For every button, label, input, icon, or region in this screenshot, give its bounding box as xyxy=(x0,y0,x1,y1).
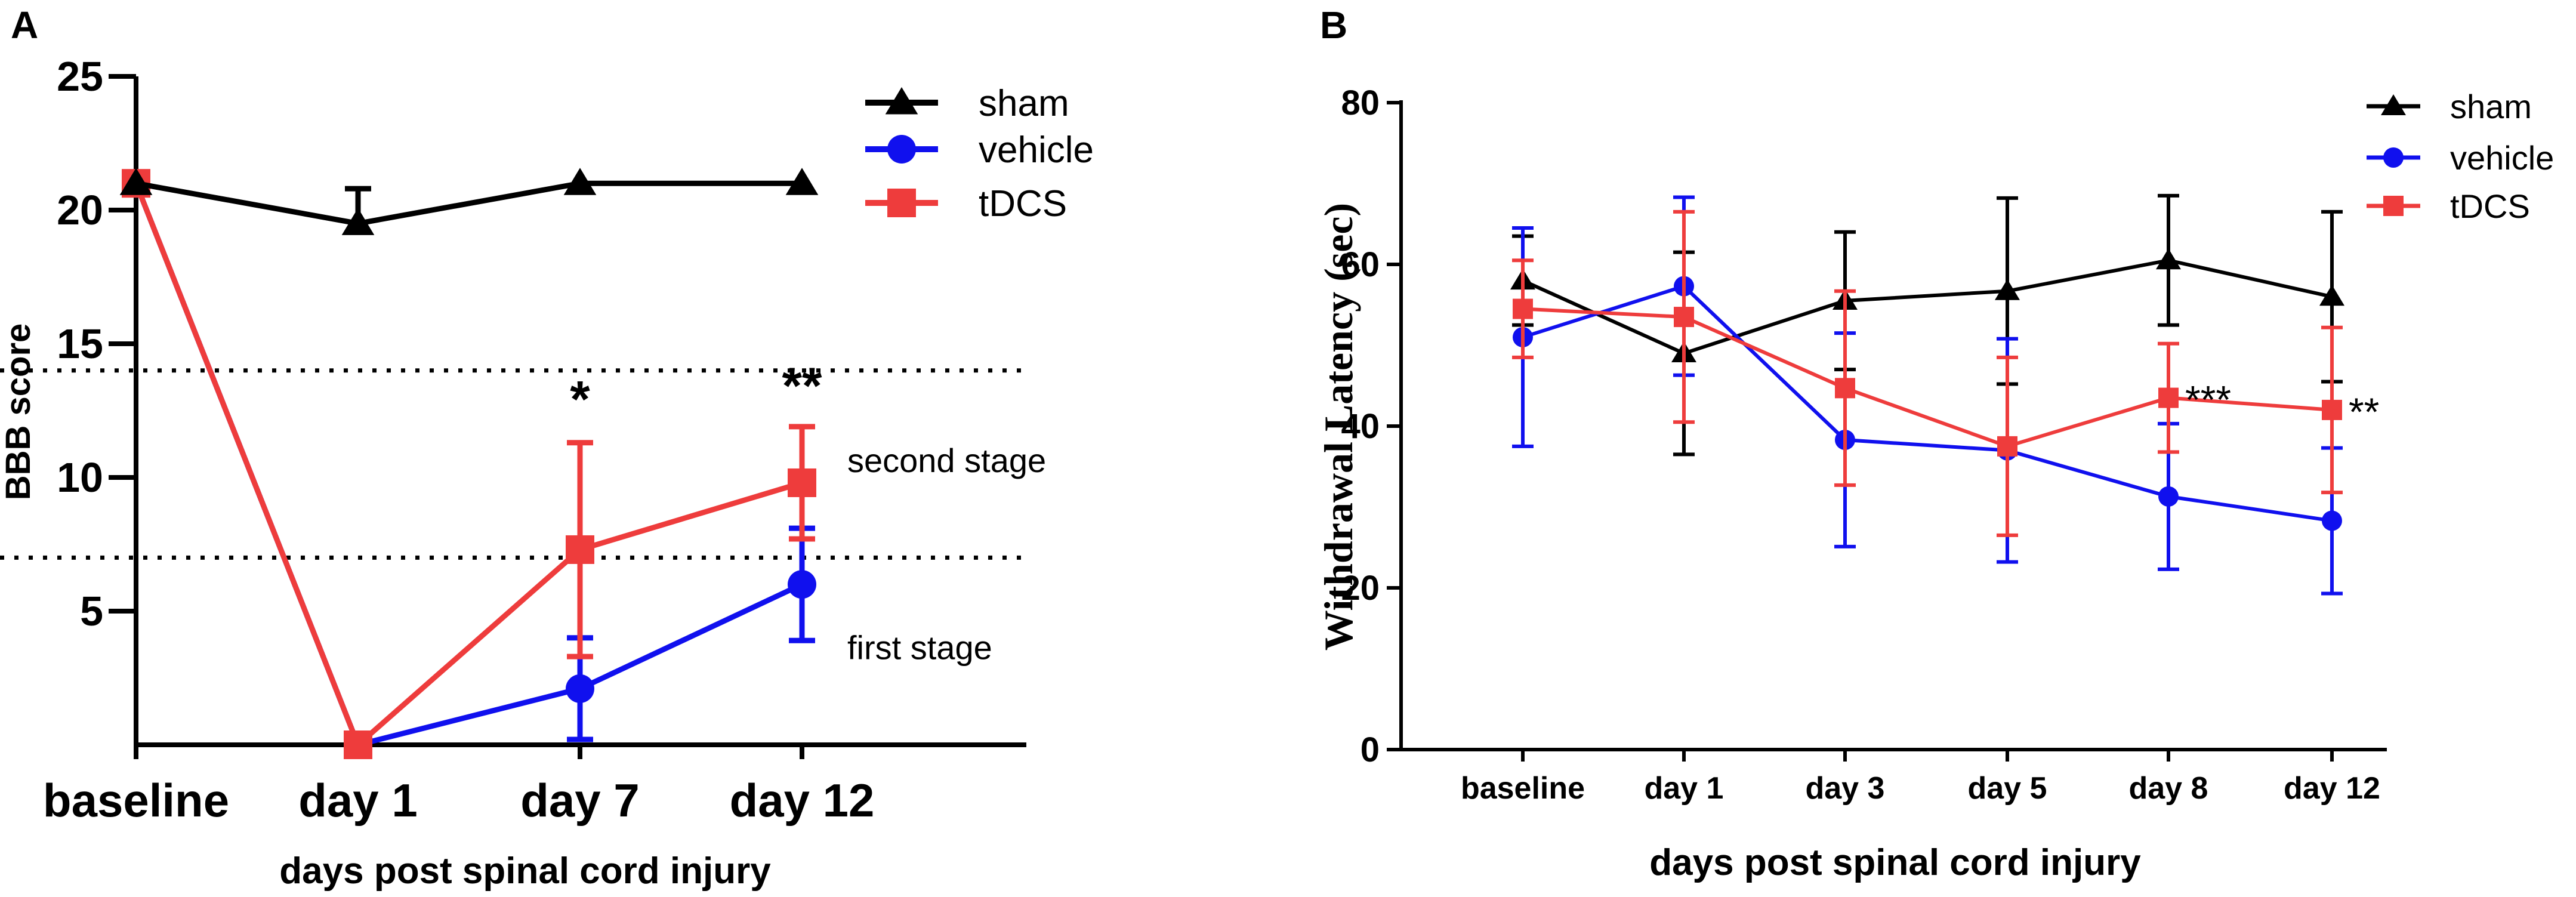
y-tick-label: 0 xyxy=(1361,730,1380,769)
legend-marker xyxy=(2383,147,2404,168)
legend-item-tDCS: tDCS xyxy=(2367,187,2530,225)
data-point-tDCS xyxy=(788,468,816,497)
data-point-vehicle xyxy=(566,674,594,703)
y-tick-label: 40 xyxy=(1341,407,1380,446)
significance-marker: * xyxy=(570,371,590,428)
significance-marker: ** xyxy=(782,357,822,415)
series-line-vehicle xyxy=(133,182,803,748)
series-line-sham xyxy=(1522,258,2333,356)
y-tick-label: 15 xyxy=(57,320,103,367)
data-point-sham xyxy=(785,168,819,195)
series-sham xyxy=(119,168,819,235)
legend-marker xyxy=(2381,94,2406,115)
legend-item-sham: sham xyxy=(865,83,1069,124)
stage-annotation: second stage xyxy=(847,442,1046,479)
legend-label: tDCS xyxy=(979,183,1067,224)
data-point-tDCS xyxy=(1997,436,2017,457)
data-point-vehicle xyxy=(2322,510,2342,531)
x-tick-label: day 1 xyxy=(1645,771,1724,806)
legend-marker xyxy=(885,87,918,115)
legend-item-vehicle: vehicle xyxy=(865,130,1094,171)
y-tick-label: 80 xyxy=(1341,84,1380,122)
data-point-vehicle xyxy=(2158,486,2179,507)
x-tick-label: day 12 xyxy=(2284,771,2380,806)
x-tick-label: day 3 xyxy=(1806,771,1885,806)
y-tick-label: 60 xyxy=(1341,245,1380,284)
y-tick-label: 10 xyxy=(57,454,103,501)
panel-a-label: A xyxy=(11,4,38,47)
data-point-tDCS xyxy=(1835,378,1855,399)
x-tick-label: baseline xyxy=(43,774,229,827)
data-point-sham xyxy=(341,208,375,235)
series-tDCS xyxy=(122,169,816,759)
stage-annotation: first stage xyxy=(847,629,992,667)
series-vehicle xyxy=(122,169,816,759)
x-tick-label: day 1 xyxy=(298,774,417,827)
data-point-tDCS xyxy=(1674,307,1694,328)
y-axis-label: BBB score xyxy=(0,323,38,501)
legend-label: tDCS xyxy=(2450,187,2530,225)
significance-marker: *** xyxy=(2185,378,2231,422)
x-axis-label: days post spinal cord injury xyxy=(1649,842,2141,883)
series-line-tDCS xyxy=(1522,307,2333,449)
legend-label: vehicle xyxy=(2450,139,2554,177)
x-tick-label: day 12 xyxy=(730,774,875,827)
series-line-sham xyxy=(135,180,802,226)
data-point-vehicle xyxy=(788,570,816,599)
data-point-tDCS xyxy=(2158,387,2179,408)
data-point-sham xyxy=(1995,279,2020,300)
y-tick-label: 20 xyxy=(57,187,103,233)
legend-label: sham xyxy=(979,83,1069,124)
data-point-sham xyxy=(563,168,597,195)
x-tick-label: day 8 xyxy=(2129,771,2208,806)
data-point-tDCS xyxy=(566,535,594,564)
legend-item-sham: sham xyxy=(2367,88,2532,125)
legend-label: vehicle xyxy=(979,130,1094,171)
y-axis-label: Withdrawal Latency (sec) xyxy=(1316,203,1361,651)
x-axis-label: days post spinal cord injury xyxy=(279,850,771,892)
x-tick-label: baseline xyxy=(1461,771,1585,806)
legend-marker xyxy=(887,135,916,164)
data-point-sham xyxy=(119,168,153,195)
panel-b-label: B xyxy=(1320,4,1347,47)
y-tick-label: 5 xyxy=(80,588,103,634)
series-tDCS xyxy=(1512,209,2343,537)
y-tick-label: 25 xyxy=(57,53,103,100)
data-point-sham xyxy=(2156,248,2181,270)
panel-a: A 5 10 15 20 25 baseline day 1 day 7 day 12 BBB sc… xyxy=(0,4,1094,892)
legend-marker xyxy=(2383,196,2404,216)
x-tick-label: day 7 xyxy=(520,774,639,827)
data-point-sham xyxy=(2319,285,2344,306)
x-tick-label: day 5 xyxy=(1968,771,2047,806)
legend-marker xyxy=(887,189,916,217)
legend-label: sham xyxy=(2450,88,2532,125)
legend-item-tDCS: tDCS xyxy=(865,183,1067,224)
data-point-tDCS xyxy=(2322,399,2342,420)
series-line-vehicle xyxy=(1522,284,2333,523)
data-point-tDCS xyxy=(344,730,372,759)
y-tick-label: 20 xyxy=(1341,569,1380,608)
significance-marker: ** xyxy=(2349,390,2379,434)
panel-b: B 0 20 40 60 80 baseline day 1 day 3 day 5 day 8 da… xyxy=(1316,4,2554,883)
series-line-tDCS xyxy=(133,182,803,750)
data-point-tDCS xyxy=(1513,298,1533,319)
legend-item-vehicle: vehicle xyxy=(2367,139,2554,177)
